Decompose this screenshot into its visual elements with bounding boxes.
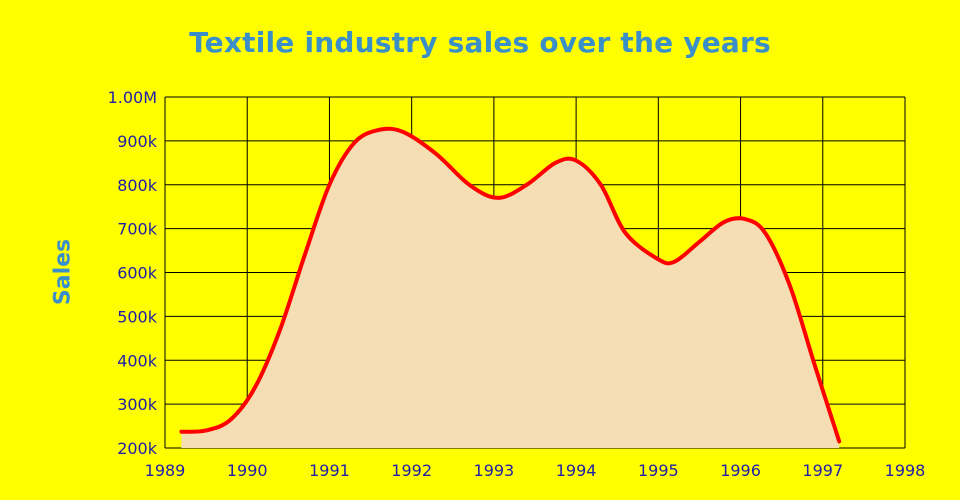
y-tick-label: 600k — [117, 264, 158, 283]
x-tick-label: 1995 — [638, 461, 679, 480]
x-tick-label: 1998 — [885, 461, 926, 480]
x-tick-label: 1997 — [802, 461, 843, 480]
x-axis-ticks: 1989 1990 1991 1992 1993 1994 1995 1996 1997 1998 — [145, 461, 926, 480]
y-tick-label: 1.00M — [108, 88, 157, 107]
x-tick-label: 1990 — [227, 461, 268, 480]
x-tick-label: 1991 — [309, 461, 350, 480]
y-tick-label: 700k — [117, 220, 158, 239]
x-tick-label: 1994 — [556, 461, 597, 480]
x-tick-label: 1993 — [474, 461, 515, 480]
y-tick-label: 900k — [117, 132, 158, 151]
sales-area-fill — [181, 128, 840, 448]
y-axis-ticks: 200k 300k 400k 500k 600k 700k 800k 900k 1.00M — [108, 88, 158, 458]
x-tick-label: 1996 — [720, 461, 761, 480]
y-tick-label: 200k — [117, 439, 158, 458]
y-tick-label: 500k — [117, 307, 158, 326]
y-tick-label: 300k — [117, 395, 158, 414]
sales-line — [179, 126, 842, 444]
y-tick-label: 800k — [117, 176, 158, 195]
y-tick-label: 400k — [117, 351, 158, 370]
x-tick-label: 1992 — [391, 461, 432, 480]
x-tick-label: 1989 — [145, 461, 186, 480]
chart-title: Textile industry sales over the years — [189, 26, 771, 59]
